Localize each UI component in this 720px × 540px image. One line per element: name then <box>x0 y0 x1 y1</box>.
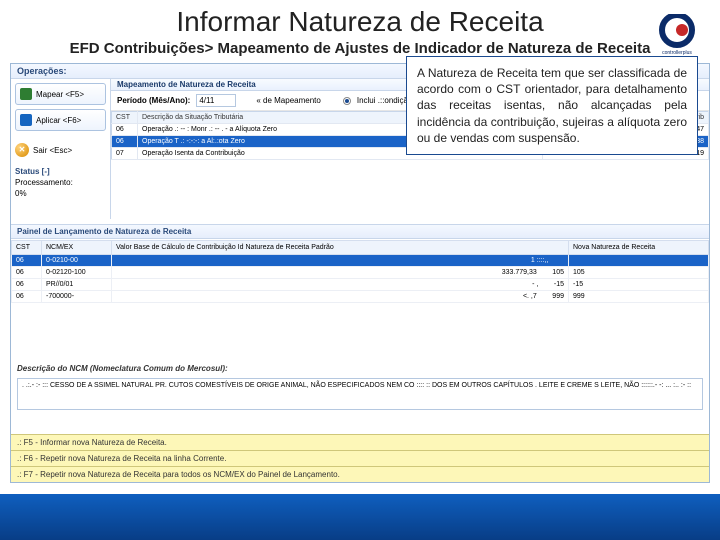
table-row[interactable]: 06-700000-<. ,7 999999 <box>12 291 709 303</box>
hint-f6: .: F6 - Repetir nova Natureza de Receita… <box>11 450 709 466</box>
exit-icon: ✕ <box>15 143 29 157</box>
g2-h-ncm: NCM/EX <box>42 241 112 255</box>
lancamento-grid-wrap: CST NCM/EX Valor Base de Cálculo de Cont… <box>11 240 709 303</box>
left-panel: Mapear <F5> Aplicar <F6> ✕ Sair <Esc> St… <box>11 79 111 219</box>
hint-f5: .: F5 - Informar nova Natureza de Receit… <box>11 434 709 450</box>
mapear-button[interactable]: Mapear <F5> <box>15 83 106 105</box>
hints-panel: .: F5 - Informar nova Natureza de Receit… <box>11 434 709 482</box>
opt2-label: Inclui .::ondição <box>357 96 413 105</box>
processamento-value: 0% <box>15 189 106 198</box>
g1-h-cst: CST <box>112 112 138 124</box>
table-row[interactable]: 060-0210-001 ::::,, <box>12 255 709 267</box>
option-inclui-radio[interactable] <box>343 97 351 105</box>
table-row[interactable]: 060-02120-100333.779,33 105105 <box>12 267 709 279</box>
hint-f7: .: F7 - Repetir nova Natureza de Receita… <box>11 466 709 482</box>
sair-label: Sair <Esc> <box>33 146 72 155</box>
ncm-description-box: . .:.- :- ::: CESSO DE A SSIMEL NATURAL … <box>17 378 703 410</box>
aplicar-icon <box>20 114 32 126</box>
sair-button[interactable]: ✕ Sair <Esc> <box>15 143 106 157</box>
processamento-label: Processamento: <box>15 178 106 187</box>
period-label: Período (Mês/Ano): <box>117 96 190 105</box>
lancamento-grid[interactable]: CST NCM/EX Valor Base de Cálculo de Cont… <box>11 240 709 303</box>
period-input[interactable] <box>196 94 236 107</box>
ncm-description-label: Descrição do NCM (Nomeclatura Comum do M… <box>17 364 228 373</box>
status-label: Status [-] <box>15 167 106 176</box>
g2-h-nova: Nova Natureza de Receita <box>569 241 709 255</box>
opt1-label: « de Mapeamento <box>256 96 321 105</box>
mapear-icon <box>20 88 32 100</box>
panel-lancamento-header: Painel de Lançamento de Natureza de Rece… <box>11 224 709 239</box>
explanation-callout: A Natureza de Receita tem que ser classi… <box>406 56 698 155</box>
slide-title: Informar Natureza de Receita <box>0 0 720 40</box>
aplicar-button[interactable]: Aplicar <F6> <box>15 109 106 131</box>
aplicar-label: Aplicar <F6> <box>36 116 81 125</box>
mapear-label: Mapear <F5> <box>36 90 84 99</box>
g2-h-val: Valor Base de Cálculo de Contribuição Id… <box>112 241 569 255</box>
g2-h-cst: CST <box>12 241 42 255</box>
brand-logo: controllerplus <box>652 14 702 56</box>
table-row[interactable]: 06PR//0/01- , -15-15 <box>12 279 709 291</box>
slide-bottom-bar <box>0 494 720 540</box>
